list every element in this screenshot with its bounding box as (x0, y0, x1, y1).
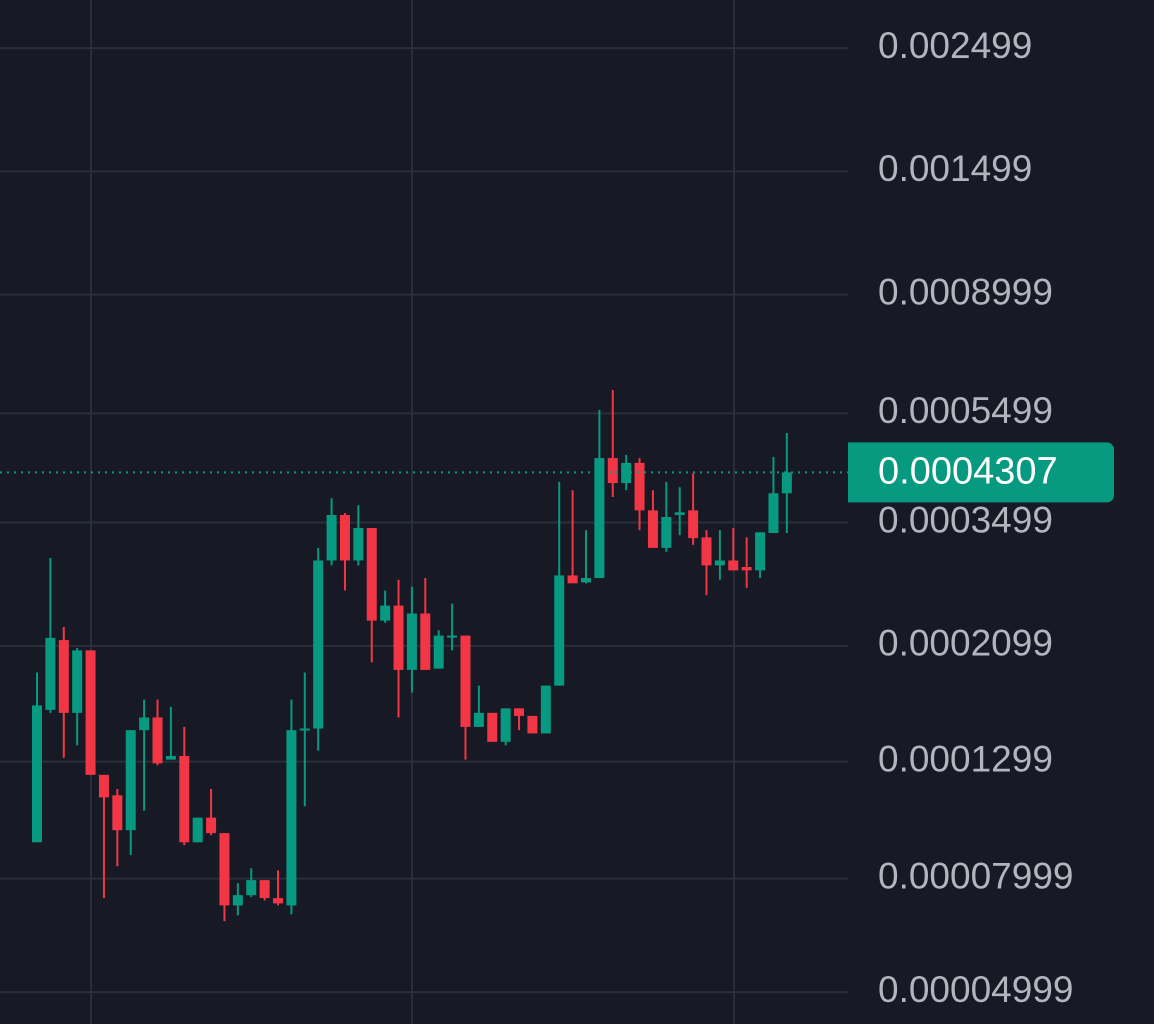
candle-body (406, 613, 417, 670)
candle-body (594, 458, 605, 579)
last-price-box (848, 442, 1114, 503)
candle-body (420, 613, 431, 670)
candle-body (728, 560, 739, 571)
candle-body (447, 635, 458, 638)
candle-body (152, 717, 163, 764)
candle-body (701, 537, 712, 566)
candle-body (72, 650, 83, 713)
candle-body (286, 730, 297, 906)
candle-body (98, 774, 109, 798)
candle-body (326, 514, 337, 561)
candle-body (85, 650, 96, 775)
candle-body (353, 528, 364, 561)
candle-body (741, 567, 752, 571)
y-tick-label: 0.0005499 (878, 390, 1053, 431)
y-tick-label: 0.001499 (878, 148, 1032, 189)
candle-body (433, 635, 444, 669)
candle-body (674, 512, 685, 515)
y-tick-label: 0.0003499 (878, 499, 1053, 540)
y-tick-label: 0.0001299 (878, 738, 1053, 779)
candle-body (781, 472, 792, 494)
candle-body (580, 578, 591, 583)
candle-body (514, 708, 525, 716)
candle-body (567, 575, 578, 584)
candle-body (661, 517, 672, 548)
candle-body (634, 462, 645, 511)
candle-body (487, 712, 498, 742)
candle-body (527, 715, 538, 734)
candle-body (460, 635, 471, 727)
candle-body (206, 817, 217, 834)
candle-body (554, 575, 565, 686)
candle-body (139, 717, 150, 731)
candle-body (621, 462, 632, 484)
candle-body (45, 637, 56, 710)
candle-body (768, 493, 779, 534)
candle-body (165, 755, 176, 760)
candle-body (125, 730, 136, 831)
candle-body (688, 510, 699, 539)
candle-body (380, 605, 391, 621)
candle-body (366, 528, 377, 621)
candle-body (219, 833, 230, 906)
candle-body (179, 755, 190, 843)
y-tick-label: 0.00007999 (878, 855, 1073, 896)
price-axis: 0.002499 0.001499 0.0008999 0.0005499 0.0003… (848, 25, 1114, 1010)
candle-body (192, 817, 203, 843)
candle-body (339, 514, 350, 561)
candle-body (58, 640, 69, 713)
candle-body (259, 880, 270, 899)
candle-body (500, 708, 511, 742)
candle-body (755, 532, 766, 571)
last-price-label: 0.0004307 (878, 450, 1058, 492)
candle-body (607, 458, 618, 484)
candle-body (313, 560, 324, 729)
candle-body (473, 712, 484, 727)
candle-body (299, 728, 310, 731)
candle-body (32, 705, 42, 843)
candle-body (647, 510, 658, 548)
candle-body (246, 880, 257, 896)
candle-body (273, 898, 284, 904)
y-tick-label: 0.0008999 (878, 271, 1053, 312)
y-tick-label: 0.00004999 (878, 969, 1073, 1010)
y-tick-label: 0.0002099 (878, 623, 1053, 664)
candle-body (540, 685, 551, 734)
y-tick-label: 0.002499 (878, 25, 1032, 66)
candles (0, 389, 848, 922)
candle-body (112, 795, 123, 831)
candle-body (714, 560, 725, 566)
candle-body (232, 895, 243, 906)
candle-body (393, 605, 404, 670)
grid (0, 47, 848, 994)
